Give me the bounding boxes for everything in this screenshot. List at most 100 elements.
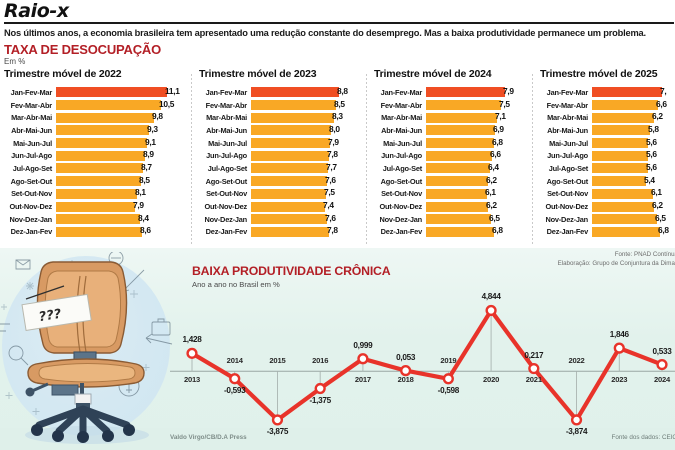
- data-point-label: -3,874: [565, 426, 588, 436]
- data-point[interactable]: [485, 304, 497, 317]
- data-point[interactable]: [400, 365, 412, 377]
- x-axis-tick-label: 2015: [269, 356, 286, 366]
- bar-value-label: 7,9: [328, 136, 339, 147]
- bar: [592, 100, 658, 111]
- bar-row: Jan-Fev-Mar 7,: [540, 86, 675, 99]
- bar: [426, 150, 492, 161]
- bar-row-label: Fev-Mar-Abr: [380, 100, 423, 110]
- bar-row: Set-Out-Nov 8,1: [4, 187, 176, 201]
- bar-row-label: Mar-Abr-Mai: [381, 113, 422, 123]
- bar-value-label: 8,4: [138, 212, 149, 223]
- bar: [251, 201, 325, 212]
- bar-row: Mai-Jun-Jul 6,8: [374, 137, 546, 150]
- bar-value-label: 9,8: [152, 111, 163, 122]
- bar: [426, 176, 488, 187]
- bar: [56, 163, 143, 174]
- data-point[interactable]: [314, 382, 326, 395]
- data-point[interactable]: [271, 414, 284, 426]
- office-chair-illustration: ???: [0, 252, 180, 448]
- bar: [592, 125, 650, 136]
- bar: [426, 163, 490, 174]
- data-point[interactable]: [570, 414, 583, 426]
- bar: [56, 112, 154, 123]
- bar: [426, 100, 501, 111]
- bar-value-label: 6,6: [490, 149, 501, 160]
- bar-track: 7,6: [251, 213, 371, 225]
- bar-row-label: Mai-Jun-Jul: [383, 138, 422, 148]
- bar-value-label: 6,4: [488, 161, 499, 172]
- data-point[interactable]: [528, 362, 540, 375]
- bar: [56, 176, 141, 187]
- bar-track: 7,: [592, 86, 675, 98]
- bar-row: Ago-Set-Out 8,5: [4, 175, 176, 188]
- bar-row-label: Jan-Fev-Mar: [546, 87, 589, 97]
- bar-track: 6,8: [426, 137, 546, 149]
- bar-row: Jul-Ago-Set 6,4: [374, 162, 546, 175]
- bar: [592, 176, 646, 187]
- data-point[interactable]: [656, 358, 668, 371]
- bar-track: 9,1: [56, 137, 176, 149]
- bar-row-label: Set-Out-Nov: [381, 189, 422, 199]
- line-chart-svg: [170, 304, 675, 426]
- bar-value-label: 11,1: [165, 85, 180, 96]
- bar-row: Nov-Dez-Jan 6,5: [374, 213, 546, 226]
- bar-value-label: 7,4: [323, 200, 334, 211]
- bar-row-label: Ago-Set-Out: [380, 176, 423, 186]
- sign-text: ???: [38, 307, 63, 325]
- question-sign: ???: [21, 285, 92, 332]
- bar: [251, 176, 327, 187]
- bar-row-label: Jul-Ago-Set: [382, 163, 422, 173]
- bar: [251, 100, 336, 111]
- data-point[interactable]: [186, 347, 198, 359]
- data-point-label: -3,875: [266, 426, 289, 436]
- x-axis-tick-label: 2020: [483, 375, 500, 385]
- header-subtitle: Nos últimos anos, a economia brasileira …: [4, 28, 646, 38]
- bar-row-label: Mar-Abr-Mai: [206, 113, 247, 123]
- bar-rows: Jan-Fev-Mar 11,1 Fev-Mar-Abr 10,5 Mar-Abr-Ma…: [4, 86, 180, 238]
- bar-chart-2023: Trimestre móvel de 2023 Jan-Fev-Mar 8,8 Fe…: [199, 68, 371, 238]
- bar-row: Out-Nov-Dez 6,2: [374, 200, 546, 213]
- bar-row-label: Fev-Mar-Abr: [205, 100, 248, 110]
- x-axis-tick-label: 2016: [312, 356, 329, 366]
- line-chart-produtividade: BAIXA PRODUTIVIDADE CRÔNICA Ano a ano no…: [170, 258, 675, 438]
- bar-row: Jun-Jul-Ago 7,8: [199, 149, 371, 162]
- data-point[interactable]: [229, 373, 241, 385]
- bar-chart-group: Trimestre móvel de 2022 Jan-Fev-Mar 11,1 F…: [0, 68, 675, 248]
- bar-row: Mar-Abr-Mai 6,2: [540, 111, 675, 124]
- bar-row: Abr-Mai-Jun 5,8: [540, 124, 675, 137]
- bar-track: 6,8: [426, 225, 546, 237]
- bar-track: 5,6: [592, 162, 675, 174]
- bar-track: 6,9: [426, 124, 546, 136]
- section-unit-label: Em %: [4, 57, 26, 66]
- bar-rows: Jan-Fev-Mar 7, Fev-Mar-Abr 6,6 Mar-Abr-Mai 6,…: [540, 86, 675, 238]
- data-point[interactable]: [357, 353, 369, 365]
- bar: [251, 226, 329, 237]
- chair: [25, 261, 145, 443]
- bar: [426, 125, 495, 136]
- photo-credit: Valdo Virgo/CB/D.A Press: [170, 434, 247, 441]
- bar-value-label: 8,3: [332, 111, 343, 122]
- bar-row-label: Mai-Jun-Jul: [549, 138, 588, 148]
- bar-value-label: 6,2: [652, 200, 663, 211]
- bar-row: Mai-Jun-Jul 9,1: [4, 137, 176, 150]
- bar: [251, 188, 326, 199]
- bar-value-label: 7,5: [499, 98, 510, 109]
- data-point-label: 1,846: [609, 330, 629, 340]
- bar-value-label: 8,7: [141, 161, 152, 172]
- chair-casters: [31, 424, 135, 443]
- bar-value-label: 7,8: [327, 149, 338, 160]
- bar-track: 9,8: [56, 111, 176, 123]
- bar-track: 6,5: [426, 213, 546, 225]
- bar-value-label: 6,8: [492, 225, 503, 236]
- bar-track: 7,9: [251, 136, 371, 149]
- x-axis-tick-label: 2022: [568, 356, 585, 366]
- bar-value-label: 6,8: [658, 225, 669, 236]
- bar-value-label: 5,8: [648, 123, 659, 134]
- bar-row: Mai-Jun-Jul 7,9: [199, 137, 371, 150]
- data-point[interactable]: [442, 373, 454, 385]
- data-point[interactable]: [613, 342, 625, 354]
- bar-row: Jun-Jul-Ago 8,9: [4, 149, 176, 162]
- bar-value-label: 10,5: [159, 98, 175, 109]
- bar-row-label: Out-Nov-Dez: [204, 202, 247, 212]
